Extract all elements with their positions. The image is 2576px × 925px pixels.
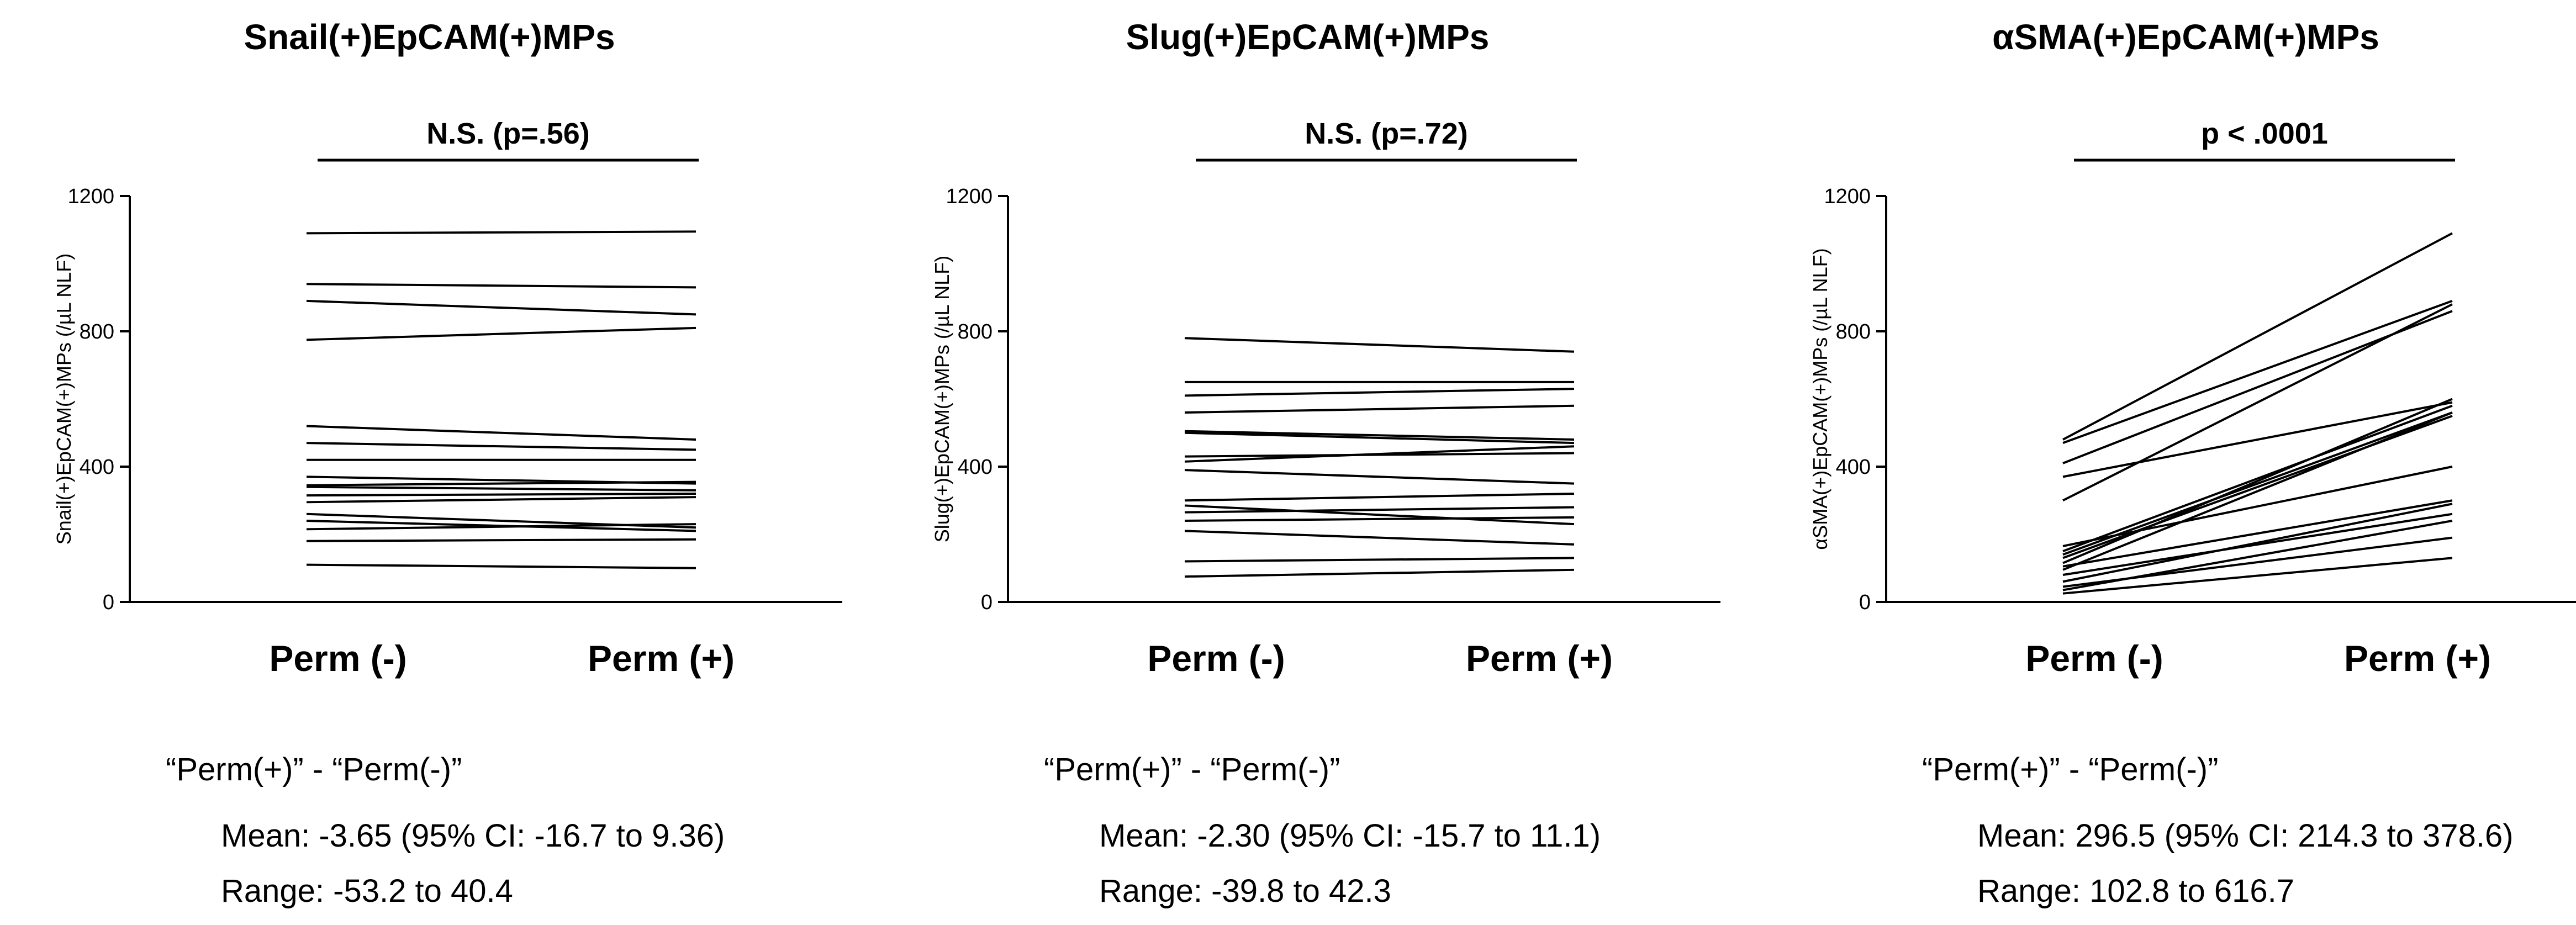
y-tick-label: 800 [958, 320, 993, 343]
mean-difference: Mean: -2.30 (95% CI: -15.7 to 11.1) [1099, 818, 1601, 854]
chart-panel-snail: Snail(+)EpCAM(+)MPs N.S. (p=.56) 0 400 800 1… [0, 0, 859, 925]
mean-difference: Mean: -3.65 (95% CI: -16.7 to 9.36) [221, 818, 725, 854]
paired-line [1184, 493, 1575, 502]
paired-line [306, 230, 696, 235]
paired-line [2062, 557, 2453, 595]
y-tick-label: 400 [80, 456, 114, 479]
difference-heading: “Perm(+)” - “Perm(-)” [1922, 752, 2219, 787]
paired-line [2062, 398, 2453, 564]
paired-line [1184, 469, 1575, 485]
paired-line [1184, 516, 1575, 522]
significance-label: p < .0001 [2201, 117, 2328, 150]
paired-line [1184, 337, 1575, 353]
y-axis-label: Snail(+)EpCAM(+)MPs (/µL NLF) [52, 253, 75, 545]
x-category-label: Perm (-) [2025, 638, 2163, 679]
y-axis-label: αSMA(+)EpCAM(+)MPs (/µL NLF) [1809, 248, 1831, 549]
y-tick-label: 0 [1859, 591, 1871, 614]
range-difference: Range: 102.8 to 616.7 [1977, 873, 2295, 909]
paired-line [1184, 530, 1575, 546]
paired-line [2062, 512, 2453, 576]
paired-line [1184, 404, 1575, 414]
x-category-label: Perm (-) [269, 638, 407, 679]
chart-plot: N.S. (p=.72) 0 400 800 1200 Slug(+)EpCAM(+)MP… [931, 117, 1720, 679]
y-axis-label: Slug(+)EpCAM(+)MPs (/µL NLF) [931, 256, 953, 543]
paired-line [1184, 506, 1575, 514]
y-tick-label: 400 [958, 456, 993, 479]
chart-title: αSMA(+)EpCAM(+)MPs [1992, 17, 2379, 57]
y-tick-label: 1200 [67, 185, 114, 208]
difference-heading: “Perm(+)” - “Perm(-)” [1044, 752, 1340, 787]
y-tick-label: 1200 [946, 185, 993, 208]
paired-line [2062, 299, 2453, 445]
y-tick-label: 800 [1836, 320, 1871, 343]
paired-line [2062, 411, 2453, 571]
paired-line [1184, 568, 1575, 578]
y-tick-label: 0 [103, 591, 114, 614]
paired-line [1184, 431, 1575, 445]
range-difference: Range: -39.8 to 42.3 [1099, 873, 1391, 909]
paired-line [306, 480, 696, 487]
mean-difference: Mean: 296.5 (95% CI: 214.3 to 378.6) [1977, 818, 2514, 854]
paired-line [2062, 466, 2453, 547]
chart-title: Snail(+)EpCAM(+)MPs [244, 17, 615, 57]
range-difference: Range: -53.2 to 40.4 [221, 873, 513, 909]
difference-heading: “Perm(+)” - “Perm(-)” [166, 752, 462, 787]
paired-line [306, 563, 696, 569]
paired-line [2062, 303, 2453, 502]
y-tick-label: 400 [1836, 456, 1871, 479]
y-tick-label: 0 [981, 591, 993, 614]
significance-label: N.S. (p=.72) [1305, 117, 1468, 150]
paired-line [1184, 445, 1575, 463]
x-category-label: Perm (-) [1147, 638, 1285, 679]
paired-line [2062, 411, 2453, 556]
paired-line [306, 485, 696, 491]
y-tick-label: 800 [80, 320, 114, 343]
paired-line [306, 493, 696, 497]
paired-line [1184, 388, 1575, 397]
paired-line [2062, 232, 2453, 441]
chart-plot: N.S. (p=.56) 0 400 800 1200 Snail(+)EpCAM(+)M… [52, 117, 842, 679]
paired-line [306, 326, 696, 341]
paired-line [306, 283, 696, 289]
paired-line [1184, 504, 1575, 526]
chart-panel-asma: αSMA(+)EpCAM(+)MPs p < .0001 0 400 800 1200 α… [1756, 0, 2576, 925]
paired-line [306, 496, 696, 504]
significance-label: N.S. (p=.56) [426, 117, 590, 150]
paired-line [306, 523, 696, 531]
chart-plot: p < .0001 0 400 800 1200 αSMA(+)EpCAM(+)MPs (… [1809, 117, 2576, 679]
paired-line [1184, 430, 1575, 441]
paired-line [1184, 557, 1575, 563]
x-category-label: Perm (+) [1466, 638, 1613, 679]
paired-line [306, 299, 696, 316]
x-category-label: Perm (+) [2344, 638, 2491, 679]
paired-line [306, 425, 696, 441]
paired-line [2062, 520, 2453, 591]
paired-line [2062, 503, 2453, 583]
chart-title: Slug(+)EpCAM(+)MPs [1126, 17, 1490, 57]
paired-line [2062, 404, 2453, 552]
paired-line [306, 538, 696, 542]
y-tick-label: 1200 [1824, 185, 1871, 208]
paired-line [2062, 401, 2453, 478]
paired-line [2062, 499, 2453, 568]
x-category-label: Perm (+) [588, 638, 735, 679]
chart-panel-slug: Slug(+)EpCAM(+)MPs N.S. (p=.72) 0 400 800 12… [878, 0, 1737, 925]
paired-line [306, 442, 696, 451]
